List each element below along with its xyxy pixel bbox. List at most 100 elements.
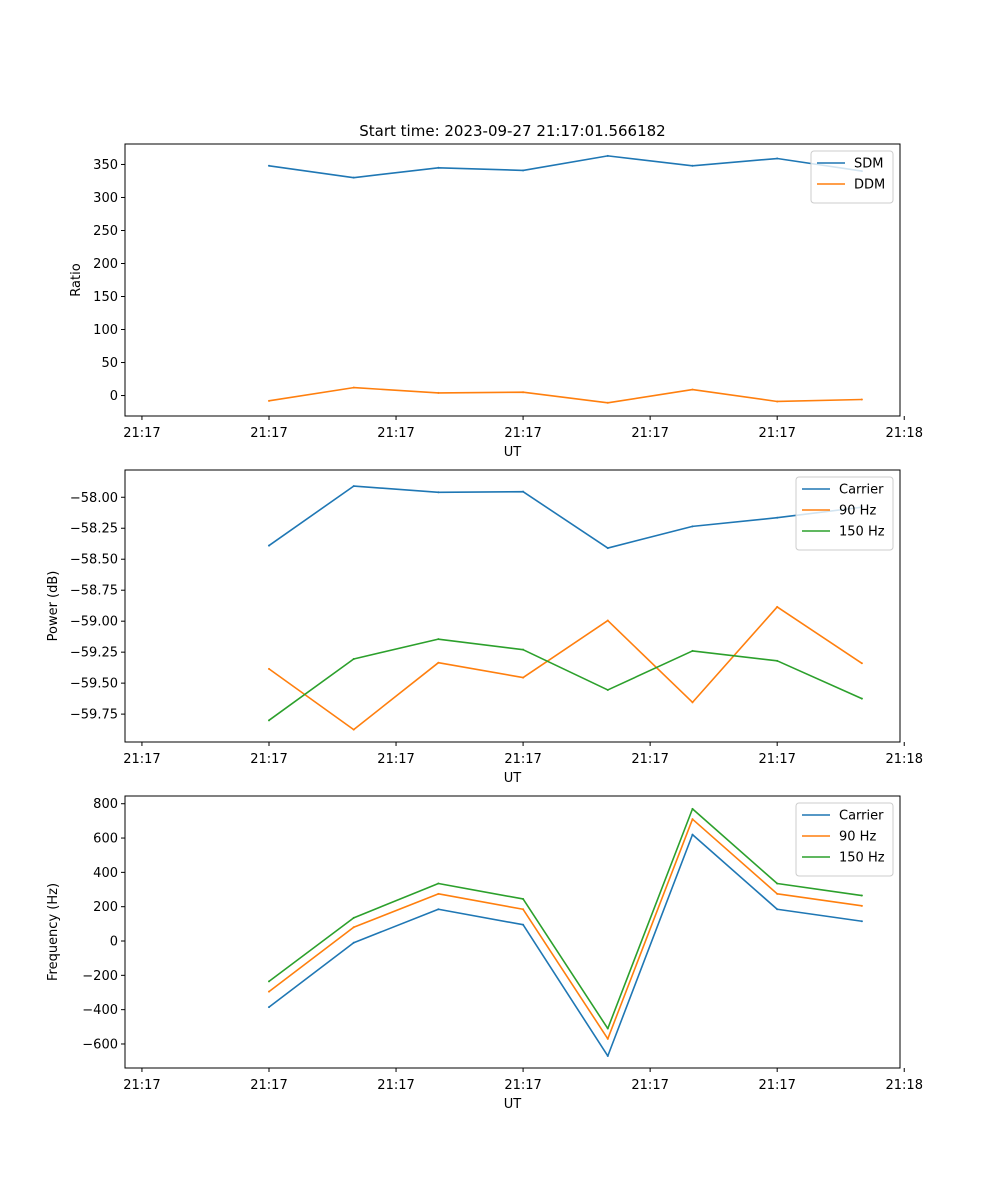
series-line-90-hz bbox=[268, 818, 863, 1040]
data-point bbox=[691, 649, 694, 652]
x-tick-label: 21:17 bbox=[631, 426, 668, 441]
y-tick-label: −59.00 bbox=[70, 615, 118, 630]
series-line-carrier bbox=[268, 833, 863, 1057]
chart-title: Start time: 2023-09-27 21:17:01.566182 bbox=[359, 122, 665, 140]
y-tick-label: −58.00 bbox=[70, 491, 118, 506]
x-axis-label: UT bbox=[504, 771, 522, 786]
x-tick-label: 21:17 bbox=[250, 426, 287, 441]
data-point bbox=[352, 728, 355, 731]
subplot-1: Start time: 2023-09-27 21:17:01.566182 21… bbox=[69, 122, 923, 460]
y-tick-label: 350 bbox=[93, 158, 118, 173]
x-tick-label: 21:18 bbox=[886, 752, 923, 767]
y-tick-label: −59.50 bbox=[70, 677, 118, 692]
data-point bbox=[352, 485, 355, 488]
y-tick-label: 0 bbox=[110, 935, 118, 950]
data-point bbox=[267, 544, 270, 547]
data-point bbox=[776, 892, 779, 895]
legend-box bbox=[810, 150, 894, 204]
data-point bbox=[606, 401, 609, 404]
data-point bbox=[860, 904, 863, 907]
data-point bbox=[267, 667, 270, 670]
series-line-150-hz bbox=[268, 808, 863, 1030]
data-point bbox=[776, 605, 779, 608]
axes-frame bbox=[124, 469, 901, 743]
data-point bbox=[437, 892, 440, 895]
data-point bbox=[776, 882, 779, 885]
data-point bbox=[606, 1027, 609, 1030]
data-point bbox=[267, 980, 270, 983]
data-point bbox=[691, 388, 694, 391]
data-point bbox=[606, 547, 609, 550]
data-point bbox=[522, 648, 525, 651]
data-point bbox=[522, 391, 525, 394]
data-point bbox=[606, 1054, 609, 1057]
y-tick-label: −59.75 bbox=[70, 708, 118, 723]
y-tick-label: −400 bbox=[82, 1003, 118, 1018]
x-tick-label: 21:17 bbox=[250, 1078, 287, 1093]
data-point bbox=[691, 833, 694, 836]
data-point bbox=[267, 719, 270, 722]
y-axis-label: Power (dB) bbox=[46, 571, 61, 642]
y-tick-label: 800 bbox=[93, 797, 118, 812]
x-tick-label: 21:17 bbox=[377, 1078, 414, 1093]
data-point bbox=[267, 164, 270, 167]
data-point bbox=[776, 157, 779, 160]
y-tick-label: −58.75 bbox=[70, 584, 118, 599]
data-point bbox=[352, 386, 355, 389]
subplot-3: 21:17 21:17 21:17 21:17 21:17 21:17 21:18 UT −60… bbox=[46, 795, 923, 1112]
series-line-sdm bbox=[268, 155, 863, 179]
legend-entry: Carrier bbox=[839, 483, 884, 498]
y-tick-label: 0 bbox=[110, 389, 118, 404]
data-point bbox=[522, 169, 525, 172]
legend-entry: 90 Hz bbox=[839, 830, 876, 845]
data-point bbox=[437, 638, 440, 641]
data-point bbox=[691, 525, 694, 528]
subplot-2: 21:17 21:17 21:17 21:17 21:17 21:17 21:18 UT −59… bbox=[46, 469, 923, 786]
data-point bbox=[267, 990, 270, 993]
data-point bbox=[522, 676, 525, 679]
x-tick-label: 21:17 bbox=[504, 752, 541, 767]
y-tick-label: 50 bbox=[101, 356, 118, 371]
data-point bbox=[606, 688, 609, 691]
data-point bbox=[860, 662, 863, 665]
data-point bbox=[437, 166, 440, 169]
x-tick-label: 21:17 bbox=[377, 752, 414, 767]
legend-entry: DDM bbox=[854, 178, 885, 193]
y-axis-label: Ratio bbox=[69, 263, 84, 296]
legend-entry: SDM bbox=[854, 157, 883, 172]
x-axis-label: UT bbox=[504, 1097, 522, 1112]
y-tick-label: 150 bbox=[93, 290, 118, 305]
series-line-90-hz bbox=[268, 606, 863, 731]
series-line-150-hz bbox=[268, 638, 863, 721]
y-tick-label: −59.25 bbox=[70, 646, 118, 661]
data-point bbox=[437, 882, 440, 885]
data-point bbox=[691, 818, 694, 821]
series-line-ddm bbox=[268, 386, 862, 404]
data-point bbox=[267, 399, 270, 402]
y-tick-label: −58.50 bbox=[70, 553, 118, 568]
subplots: Start time: 2023-09-27 21:17:01.566182 21… bbox=[46, 122, 923, 1112]
data-point bbox=[606, 619, 609, 622]
series-line-carrier bbox=[268, 485, 862, 549]
axes-frame bbox=[124, 795, 901, 1069]
y-tick-label: 250 bbox=[93, 224, 118, 239]
x-tick-label: 21:17 bbox=[758, 1078, 795, 1093]
data-point bbox=[352, 941, 355, 944]
y-tick-label: 200 bbox=[93, 900, 118, 915]
data-point bbox=[776, 908, 779, 911]
data-point bbox=[267, 1006, 270, 1009]
legend-entry: 90 Hz bbox=[839, 504, 876, 519]
x-tick-label: 21:17 bbox=[504, 1078, 541, 1093]
data-point bbox=[352, 926, 355, 929]
data-point bbox=[437, 391, 440, 394]
data-point bbox=[860, 398, 863, 401]
data-point bbox=[352, 916, 355, 919]
x-tick-label: 21:17 bbox=[250, 752, 287, 767]
x-tick-label: 21:17 bbox=[758, 426, 795, 441]
data-point bbox=[522, 490, 525, 493]
y-tick-label: −200 bbox=[82, 969, 118, 984]
legend-entry: Carrier bbox=[839, 809, 884, 824]
data-point bbox=[691, 807, 694, 810]
data-point bbox=[776, 659, 779, 662]
